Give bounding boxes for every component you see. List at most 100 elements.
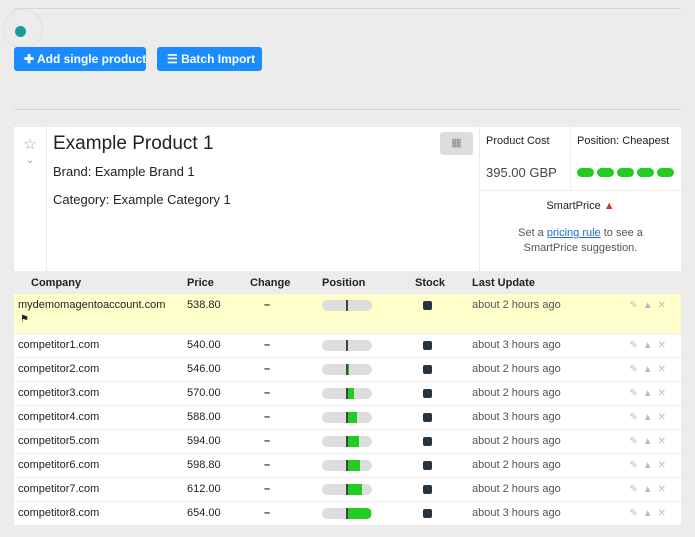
- flag-icon: ⚑: [20, 314, 29, 325]
- position-fill: [347, 460, 360, 471]
- company: competitor7.com: [18, 483, 100, 495]
- label: Add single product: [36, 52, 147, 66]
- row-actions[interactable]: ✎▲✕: [629, 340, 671, 351]
- row-actions[interactable]: ✎▲✕: [629, 300, 671, 311]
- company: competitor6.com: [18, 459, 100, 471]
- position-pills: [577, 168, 674, 177]
- change: –: [264, 459, 271, 471]
- position-fill: [347, 508, 372, 519]
- last-update: about 3 hours ago: [472, 339, 561, 351]
- change: –: [264, 363, 271, 375]
- position-marker: [346, 300, 348, 311]
- divider: [14, 109, 681, 110]
- price: 594.00: [187, 435, 221, 447]
- stock-icon: [423, 389, 432, 398]
- column-header: Change: [250, 277, 291, 289]
- position-bar: [322, 436, 372, 447]
- table-row: competitor3.com 570.00 – about 2 hours ago ✎…: [14, 382, 681, 405]
- row-actions[interactable]: ✎▲✕: [629, 508, 671, 519]
- column-header: Price: [187, 277, 214, 289]
- company: competitor1.com: [18, 339, 100, 351]
- add-button[interactable]: ✚ Add single product: [14, 47, 146, 71]
- cost-label: Product Cost: [486, 135, 550, 147]
- price: 598.80: [187, 459, 221, 471]
- price: 546.00: [187, 363, 221, 375]
- label: Batch Import: [181, 52, 256, 66]
- stock-icon: [423, 509, 432, 518]
- position-bar: [322, 300, 372, 311]
- cost-box: Product Cost 395.00 GBP: [480, 127, 570, 190]
- position-label: Position: Cheapest: [577, 135, 670, 147]
- stock-icon: [423, 437, 432, 446]
- position-marker: [346, 388, 348, 399]
- position-marker: [346, 436, 348, 447]
- position-marker: [346, 484, 348, 495]
- product-title: Example Product 1: [53, 133, 214, 154]
- price: 612.00: [187, 483, 221, 495]
- table-header: Company Price Change Position Stock Last Upda…: [14, 272, 681, 294]
- stock-icon: [423, 365, 432, 374]
- price: 654.00: [187, 507, 221, 519]
- change: –: [264, 299, 271, 311]
- change: –: [264, 339, 271, 351]
- company: mydemomagentoaccount.com: [18, 299, 166, 311]
- row-actions[interactable]: ✎▲✕: [629, 436, 671, 447]
- pricing-rule-link[interactable]: pricing rule: [546, 227, 601, 239]
- price: 570.00: [187, 387, 221, 399]
- column-header: Stock: [415, 277, 445, 289]
- stock-icon: [423, 461, 432, 470]
- position-fill: [347, 412, 358, 423]
- last-update: about 3 hours ago: [472, 507, 561, 519]
- last-update: about 2 hours ago: [472, 387, 561, 399]
- last-update: about 2 hours ago: [472, 483, 561, 495]
- change: –: [264, 411, 271, 423]
- text: Set a: [518, 227, 544, 239]
- star[interactable]: ☆: [23, 136, 37, 153]
- position-marker: [346, 460, 348, 471]
- table-row: competitor6.com 598.80 – about 2 hours ago ✎…: [14, 454, 681, 477]
- stock-icon: [423, 485, 432, 494]
- position-fill: [347, 436, 359, 447]
- row-actions[interactable]: ✎▲✕: [629, 484, 671, 495]
- table-row: competitor4.com 588.00 – about 3 hours ago ✎…: [14, 406, 681, 429]
- last-update: about 2 hours ago: [472, 435, 561, 447]
- position-box: Position: Cheapest: [571, 127, 681, 190]
- column-header: Last Update: [472, 277, 535, 289]
- position-bar: [322, 508, 372, 519]
- column-header: Company: [31, 277, 82, 289]
- last-update: about 2 hours ago: [472, 459, 561, 471]
- position-bar: [322, 388, 372, 399]
- position-fill: [347, 388, 354, 399]
- company: competitor3.com: [18, 387, 100, 399]
- position-bar: [322, 484, 372, 495]
- calendar-button[interactable]: ▦: [440, 132, 473, 155]
- row-actions[interactable]: ✎▲✕: [629, 460, 671, 471]
- position-bar: [322, 460, 372, 471]
- position-marker: [346, 412, 348, 423]
- position-marker: [346, 508, 348, 519]
- last-update: about 2 hours ago: [472, 299, 561, 311]
- position-fill: [347, 484, 363, 495]
- company: competitor2.com: [18, 363, 100, 375]
- price: 538.80: [187, 299, 221, 311]
- table-row: competitor2.com 546.00 – about 2 hours ago ✎…: [14, 358, 681, 381]
- row-actions[interactable]: ✎▲✕: [629, 364, 671, 375]
- divider: [14, 8, 681, 9]
- row-actions[interactable]: ✎▲✕: [629, 412, 671, 423]
- warning-icon: ▲: [603, 200, 615, 212]
- import-button[interactable]: ☰ Batch Import: [157, 47, 262, 71]
- side-column: ☆ ⌄: [14, 127, 46, 271]
- change: –: [264, 507, 271, 519]
- smartprice-title: SmartPrice: [546, 200, 601, 212]
- column-header: Position: [322, 277, 366, 289]
- stock-icon: [423, 301, 432, 310]
- chevron[interactable]: ⌄: [25, 154, 35, 166]
- category: Category: Example Category 1: [53, 192, 231, 207]
- company: competitor5.com: [18, 435, 100, 447]
- table-row: competitor5.com 594.00 – about 2 hours ago ✎…: [14, 430, 681, 453]
- row-actions[interactable]: ✎▲✕: [629, 388, 671, 399]
- change: –: [264, 387, 271, 399]
- smartprice-text: Set a pricing rule to see a SmartPrice s…: [492, 226, 669, 256]
- text: to see a SmartPrice suggestion.: [523, 227, 643, 254]
